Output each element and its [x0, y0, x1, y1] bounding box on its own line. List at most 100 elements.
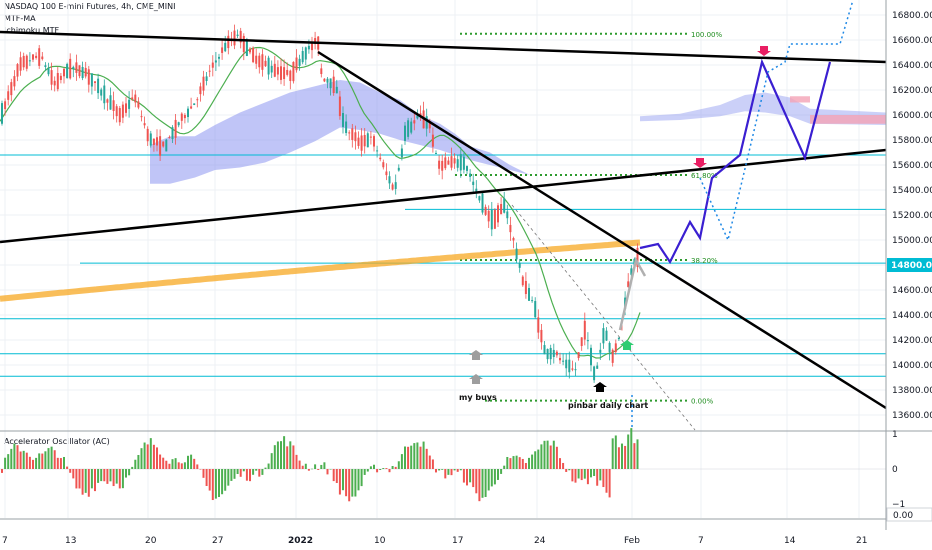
osc-bar: [521, 458, 524, 469]
candle-body: [180, 113, 183, 121]
candle-body: [431, 134, 434, 147]
osc-bar: [481, 469, 484, 498]
osc-bar: [261, 469, 264, 475]
candle-body: [459, 154, 462, 171]
osc-bar: [25, 452, 28, 469]
candle-body: [376, 150, 379, 152]
candle-body: [47, 68, 50, 75]
osc-bar: [137, 454, 140, 469]
candle-body: [540, 329, 543, 343]
osc-bar: [162, 457, 165, 469]
osc-bar: [478, 469, 481, 502]
osc-bar: [221, 469, 224, 495]
osc-bar: [602, 469, 605, 488]
candle-body: [559, 357, 561, 361]
osc-bar: [391, 466, 394, 469]
y-tick-label: 15800.00: [892, 136, 932, 146]
candle-body: [41, 56, 44, 60]
candle-body: [487, 210, 490, 222]
candle-body: [565, 359, 568, 369]
osc-value-badge: [886, 507, 932, 522]
candle-body: [311, 42, 313, 51]
osc-bar: [134, 459, 137, 469]
cloud-future-red: [790, 96, 810, 103]
osc-bar: [425, 448, 428, 469]
osc-bar: [580, 469, 583, 481]
osc-bar: [611, 438, 614, 469]
osc-bar: [19, 451, 22, 469]
osc-bar: [518, 457, 521, 469]
osc-tick-label: −1: [892, 500, 905, 510]
osc-bar: [571, 469, 574, 482]
osc-bar: [199, 469, 202, 470]
osc-bar: [382, 468, 385, 469]
indicator-label-ma[interactable]: MTF-MA: [4, 14, 36, 23]
osc-bar: [450, 469, 453, 476]
osc-bar: [140, 448, 143, 469]
candle-body: [174, 119, 177, 138]
oscillator-title[interactable]: Accelerator Oscillator (AC): [4, 437, 110, 446]
annotation-pinbar: pinbar daily chart: [568, 401, 648, 410]
osc-bar: [41, 453, 44, 469]
candle-body: [605, 330, 608, 341]
candle-body: [97, 78, 100, 94]
candle-body: [249, 48, 251, 53]
osc-bar: [69, 469, 72, 473]
osc-bar: [205, 469, 208, 487]
candle-body: [314, 38, 317, 45]
candle-body: [394, 182, 397, 189]
candle-body: [84, 67, 87, 77]
osc-bar: [422, 441, 425, 469]
osc-bar: [497, 469, 499, 480]
moving-averages: [0, 48, 641, 359]
osc-bar: [314, 464, 317, 469]
candle-body: [391, 184, 394, 190]
candle-body: [574, 369, 577, 371]
osc-bar: [568, 469, 571, 471]
osc-bar: [379, 469, 382, 471]
osc-bar: [53, 450, 56, 469]
candle-body: [348, 132, 351, 134]
osc-bar: [456, 469, 459, 472]
candle-body: [602, 328, 605, 344]
candle-body: [407, 120, 410, 137]
candle-body: [211, 62, 214, 68]
candle-body: [512, 237, 515, 241]
trend-lines[interactable]: [0, 30, 887, 431]
annotation-my-buys: my buys: [459, 393, 497, 402]
osc-bar: [168, 463, 171, 469]
indicator-label-ichimoku[interactable]: Ichimoku MTF: [4, 26, 60, 35]
candle-body: [438, 160, 441, 169]
osc-bar: [4, 457, 7, 469]
osc-bar: [475, 469, 478, 494]
osc-bar: [159, 454, 162, 469]
candle-body: [196, 99, 199, 101]
osc-bar: [218, 469, 220, 498]
osc-bar: [506, 456, 509, 469]
osc-bar: [292, 445, 295, 469]
osc-bar: [528, 457, 530, 469]
candle-body: [205, 76, 208, 81]
y-tick-label: 13800.00: [892, 386, 932, 396]
candle-body: [583, 320, 586, 340]
candle-body: [22, 55, 25, 68]
osc-bar: [373, 464, 375, 469]
x-tick-label: 2022: [288, 536, 313, 546]
candle-body: [87, 69, 90, 85]
projection-path[interactable]: [618, 0, 854, 430]
candle-body: [571, 368, 574, 370]
osc-bar: [565, 469, 568, 472]
candle-body: [521, 276, 524, 286]
candle-body: [472, 181, 475, 185]
candle-body: [289, 70, 292, 81]
osc-bar: [537, 449, 540, 469]
candle-body: [335, 86, 338, 94]
osc-bar: [614, 435, 617, 469]
candle-body: [627, 281, 630, 288]
candle-body: [388, 176, 391, 184]
trend-line-bottom: [0, 148, 887, 244]
osc-bar: [180, 463, 183, 469]
osc-bar: [397, 461, 400, 469]
osc-bar: [103, 469, 106, 482]
